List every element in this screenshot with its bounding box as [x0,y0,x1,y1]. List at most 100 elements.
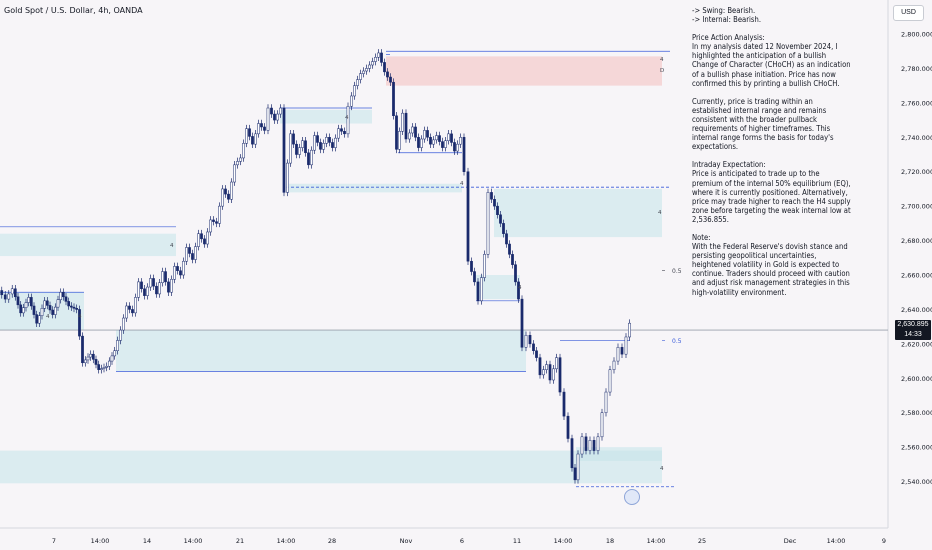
candle [94,359,98,365]
candle [380,52,383,63]
candle [476,281,480,302]
candle [383,62,386,73]
candle [242,143,245,159]
candle [426,130,429,138]
candle [10,288,14,295]
candle [27,297,31,303]
candle [134,297,137,314]
x-tick-label: 21 [236,537,244,545]
candle [392,81,395,117]
x-tick-label: 9 [882,537,886,545]
x-tick-label: 14:00 [184,537,203,545]
candle [520,298,524,348]
candle [91,353,95,360]
candle [573,467,577,481]
candle [292,133,295,145]
candle [310,149,313,166]
x-tick-label: 11 [513,537,521,545]
candle [408,132,411,140]
demand-zone [494,188,662,238]
candle [517,281,520,300]
candle [236,161,239,166]
candle [194,246,197,260]
candle [155,285,158,295]
candle [59,291,63,300]
candle [600,412,604,438]
candle [558,357,562,393]
candle [61,291,65,298]
candle [459,137,462,145]
candle [200,233,203,240]
candle [532,343,535,351]
candle [414,126,417,138]
candle [173,266,176,280]
candle [197,233,200,247]
note-line: heightened volatility in Gold is expecte… [692,260,840,270]
note-line: high-volatility environment. [692,287,787,297]
candle [161,271,164,283]
candle [7,293,11,300]
candle [170,279,173,293]
zone-mark: 4 [460,181,464,187]
candle [56,299,60,308]
candle [16,296,20,306]
note-line: expectations. [692,142,739,152]
x-tick-label: 25 [698,537,706,545]
candle [224,188,227,195]
note-line: continue. Traders should proceed with ca… [692,269,850,279]
y-tick-label: 2,800.000 [901,31,932,39]
candle [179,270,182,276]
candle [334,137,337,148]
candle [248,128,251,137]
candle [86,356,90,361]
candle [40,308,44,316]
zone-mark: 4 [345,115,349,121]
candle [276,113,279,121]
candle [548,364,552,381]
note-line: highlighted the anticipation of a bullis… [692,51,827,61]
candle [337,128,340,139]
currency-button[interactable]: USD [893,5,924,21]
y-tick-label: 2,660.000 [901,272,932,280]
candle [158,282,161,295]
candle [441,141,444,148]
candle [508,243,511,255]
y-tick-label: 2,720.000 [901,168,932,176]
candle [608,369,612,393]
candle [470,260,473,272]
tradingview-logo-icon[interactable] [624,489,640,505]
note-line: consistent with the broader pullback [692,114,817,124]
note-line: Price is anticipated to trade up to the [692,169,820,179]
candle [102,367,106,369]
note-line: Price Action Analysis: [692,33,765,43]
candle [230,181,233,200]
analysis-notes: -> Swing: Bearish. -> Internal: Bearish. … [692,6,864,297]
candle [140,281,143,290]
x-tick-label: Dec [784,537,797,545]
zone-mark: 4 [660,466,664,472]
x-tick-label: 28 [328,537,336,545]
candle [143,288,146,296]
candle [239,157,242,162]
candle [411,126,414,134]
candle [386,71,389,78]
candle [535,350,538,358]
candle [417,137,420,148]
note-line: With the Federal Reserve's dovish stance… [692,242,848,252]
candle [263,126,266,131]
candle [83,359,87,364]
candle [596,436,600,451]
candle [122,317,125,331]
candle [371,61,374,66]
x-tick-label: 14:00 [647,537,666,545]
candle [562,391,566,417]
note-line: requirements of higher timeframes. This [692,124,831,134]
y-tick-label: 2,560.000 [901,444,932,452]
note-line: established internal range and remains [692,105,827,115]
candle [251,136,254,145]
x-tick-label: 7 [52,537,56,545]
candle [89,353,93,358]
note-line: -> Internal: Bearish. [692,15,761,25]
candle [176,266,179,271]
